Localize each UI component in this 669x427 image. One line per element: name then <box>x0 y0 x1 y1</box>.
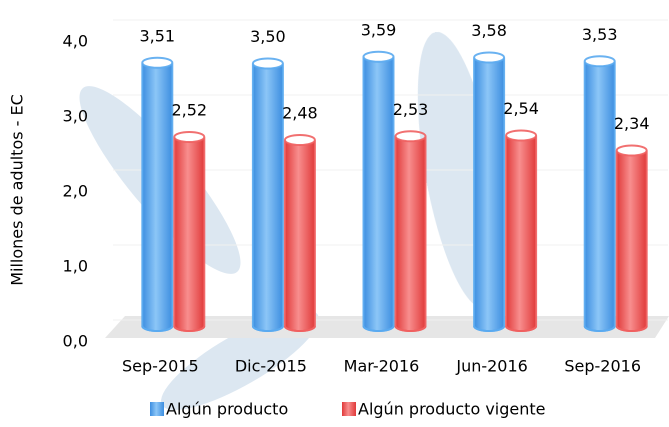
y-tick-label: 1,0 <box>63 257 88 276</box>
bar <box>285 135 315 331</box>
bar <box>253 59 283 332</box>
bar <box>142 58 172 331</box>
chart: Millones de adultos - EC 0,0 1,0 2,0 3,0 4,0… <box>0 0 669 427</box>
y-tick-label: 2,0 <box>63 182 88 201</box>
bar <box>396 131 426 331</box>
value-label: 3,59 <box>361 20 397 39</box>
value-label: 2,52 <box>171 101 207 120</box>
legend-label: Algún producto vigente <box>358 400 546 419</box>
value-label: 2,34 <box>614 114 650 133</box>
x-tick-label: Sep-2016 <box>564 357 641 376</box>
value-label: 2,53 <box>393 100 429 119</box>
value-label: 3,51 <box>139 26 175 45</box>
y-tick-label: 0,0 <box>63 332 88 351</box>
value-label: 3,58 <box>471 21 507 40</box>
y-axis-label: Millones de adultos - EC <box>8 94 27 286</box>
y-tick-label: 3,0 <box>63 107 88 126</box>
legend-label: Algún producto <box>166 400 288 419</box>
bar <box>364 52 394 331</box>
value-label: 2,54 <box>503 99 539 118</box>
value-label: 3,50 <box>250 27 286 46</box>
legend-swatch <box>342 402 356 416</box>
value-label: 3,53 <box>582 25 618 44</box>
y-tick-label: 4,0 <box>63 32 88 51</box>
bar <box>617 146 647 332</box>
x-tick-label: Dic-2015 <box>235 357 307 376</box>
bar <box>506 131 536 332</box>
x-tick-label: Mar-2016 <box>344 357 420 376</box>
x-tick-label: Sep-2015 <box>122 357 199 376</box>
value-label: 2,48 <box>282 104 318 123</box>
legend-swatch <box>150 402 164 416</box>
bar <box>174 132 204 331</box>
x-tick-label: Jun-2016 <box>455 357 528 376</box>
bar <box>474 53 504 332</box>
bar <box>585 56 615 331</box>
